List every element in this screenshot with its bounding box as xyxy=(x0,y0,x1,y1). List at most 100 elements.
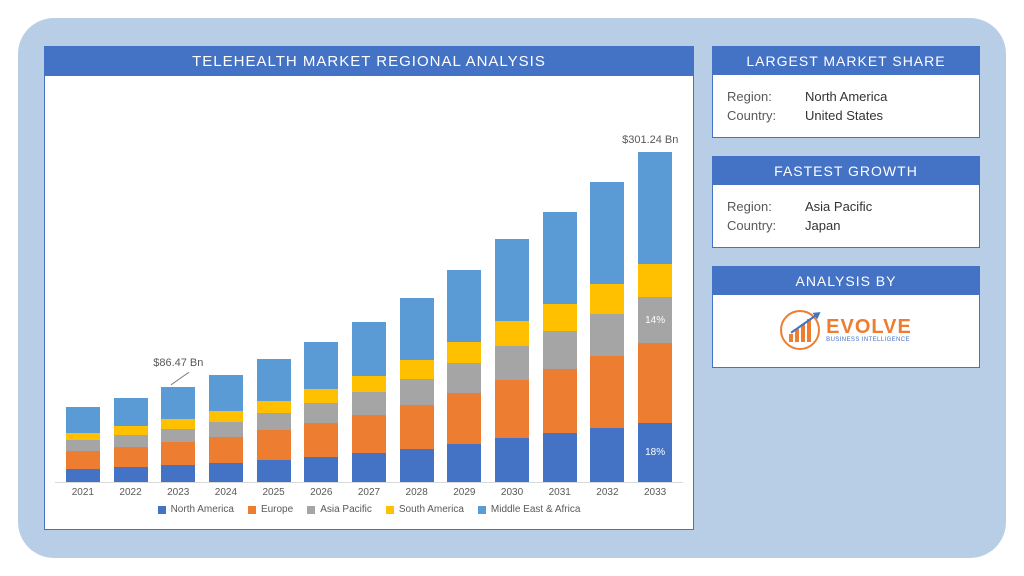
bar-segment xyxy=(638,264,672,297)
bar-segment xyxy=(352,415,386,453)
bar-segment xyxy=(447,342,481,363)
bar-segment xyxy=(161,419,195,428)
x-label: 2032 xyxy=(590,487,624,498)
info-val: United States xyxy=(805,108,883,123)
bar-stack xyxy=(495,239,529,482)
x-label: 2031 xyxy=(543,487,577,498)
bar-segment xyxy=(495,380,529,438)
bar-segment xyxy=(447,444,481,482)
bar-segment xyxy=(66,451,100,469)
largest-market-card: LARGEST MARKET SHARE Region: North Ameri… xyxy=(712,46,980,138)
info-key: Country: xyxy=(727,108,795,123)
legend-label: Europe xyxy=(261,504,293,515)
legend-label: South America xyxy=(399,504,464,515)
analysis-title: ANALYSIS BY xyxy=(713,267,979,295)
bar-segment xyxy=(114,435,148,447)
bar-stack xyxy=(590,182,624,482)
info-row: Country: United States xyxy=(727,108,965,123)
bar-segment xyxy=(543,369,577,434)
info-val: Japan xyxy=(805,218,840,233)
info-row: Country: Japan xyxy=(727,218,965,233)
x-label: 2028 xyxy=(400,487,434,498)
info-key: Region: xyxy=(727,89,795,104)
bar-segment xyxy=(161,465,195,482)
x-label: 2022 xyxy=(114,487,148,498)
bar-segment xyxy=(209,463,243,482)
bar-segment xyxy=(114,467,148,482)
bar-segment xyxy=(161,387,195,419)
x-label: 2025 xyxy=(257,487,291,498)
fastest-growth-card: FASTEST GROWTH Region: Asia Pacific Coun… xyxy=(712,156,980,248)
bar-segment xyxy=(543,331,577,369)
x-label: 2024 xyxy=(209,487,243,498)
bar-col: 18%14%$301.24 Bn xyxy=(638,152,672,482)
bar-segment xyxy=(66,440,100,450)
x-label: 2030 xyxy=(495,487,529,498)
fastest-title: FASTEST GROWTH xyxy=(713,157,979,185)
bar-segment xyxy=(304,389,338,403)
bar-segment xyxy=(304,403,338,423)
bar-segment xyxy=(447,363,481,393)
bar-segment xyxy=(66,433,100,440)
x-label: 2029 xyxy=(447,487,481,498)
segment-label: 14% xyxy=(638,315,672,326)
bar-segment xyxy=(400,379,434,405)
bar-segment xyxy=(495,346,529,380)
x-axis-labels: 2021202220232024202520262027202820292030… xyxy=(55,483,683,498)
bar-col: $86.47 Bn xyxy=(161,387,195,482)
bar-segment xyxy=(114,426,148,434)
legend-item: South America xyxy=(386,504,464,515)
bar-segment xyxy=(66,407,100,432)
bar-segment xyxy=(400,360,434,378)
info-key: Country: xyxy=(727,218,795,233)
bar-segment xyxy=(352,376,386,392)
info-val: Asia Pacific xyxy=(805,199,872,214)
bars-row: $86.47 Bn 18%14%$301.24 Bn xyxy=(55,94,683,483)
bar-segment xyxy=(495,438,529,482)
info-key: Region: xyxy=(727,199,795,214)
bar-stack xyxy=(447,270,481,482)
bar-segment xyxy=(590,356,624,428)
bar-segment xyxy=(209,437,243,463)
bar-stack xyxy=(114,398,148,482)
chart-panel: TELEHEALTH MARKET REGIONAL ANALYSIS $86.… xyxy=(44,46,694,530)
bar-stack xyxy=(352,322,386,482)
bar-col xyxy=(543,212,577,482)
bar-segment xyxy=(257,401,291,413)
bar-segment xyxy=(447,270,481,342)
bar-segment xyxy=(304,423,338,457)
bar-segment xyxy=(161,429,195,442)
x-label: 2023 xyxy=(161,487,195,498)
bar-stack xyxy=(209,375,243,482)
bar-segment xyxy=(352,322,386,376)
largest-title: LARGEST MARKET SHARE xyxy=(713,47,979,75)
bar-col xyxy=(495,239,529,482)
bar-segment xyxy=(352,392,386,414)
bar-segment xyxy=(209,375,243,412)
logo-body: EVOLVE BUSINESS INTELLIGENCE xyxy=(713,295,979,367)
bar-col xyxy=(352,322,386,482)
legend-swatch-icon xyxy=(307,506,315,514)
bar-segment xyxy=(495,321,529,345)
callout-line xyxy=(171,372,190,385)
bar-segment xyxy=(161,442,195,465)
bar-col xyxy=(209,375,243,482)
callout-label: $86.47 Bn xyxy=(153,357,203,369)
analysis-by-card: ANALYSIS BY EVOLVE BUSINESS xyxy=(712,266,980,368)
chart-legend: North AmericaEuropeAsia PacificSouth Ame… xyxy=(55,498,683,523)
info-row: Region: Asia Pacific xyxy=(727,199,965,214)
bar-segment xyxy=(257,413,291,430)
bar-stack xyxy=(304,342,338,482)
bar-segment xyxy=(638,152,672,264)
info-val: North America xyxy=(805,89,887,104)
legend-item: Asia Pacific xyxy=(307,504,372,515)
main-frame: TELEHEALTH MARKET REGIONAL ANALYSIS $86.… xyxy=(18,18,1006,558)
bar-segment xyxy=(209,422,243,437)
evolve-logo: EVOLVE BUSINESS INTELLIGENCE xyxy=(780,310,912,350)
bar-segment xyxy=(543,304,577,331)
bar-segment xyxy=(447,393,481,444)
bar-segment xyxy=(400,405,434,449)
legend-swatch-icon xyxy=(248,506,256,514)
info-row: Region: North America xyxy=(727,89,965,104)
bar-segment xyxy=(66,469,100,482)
